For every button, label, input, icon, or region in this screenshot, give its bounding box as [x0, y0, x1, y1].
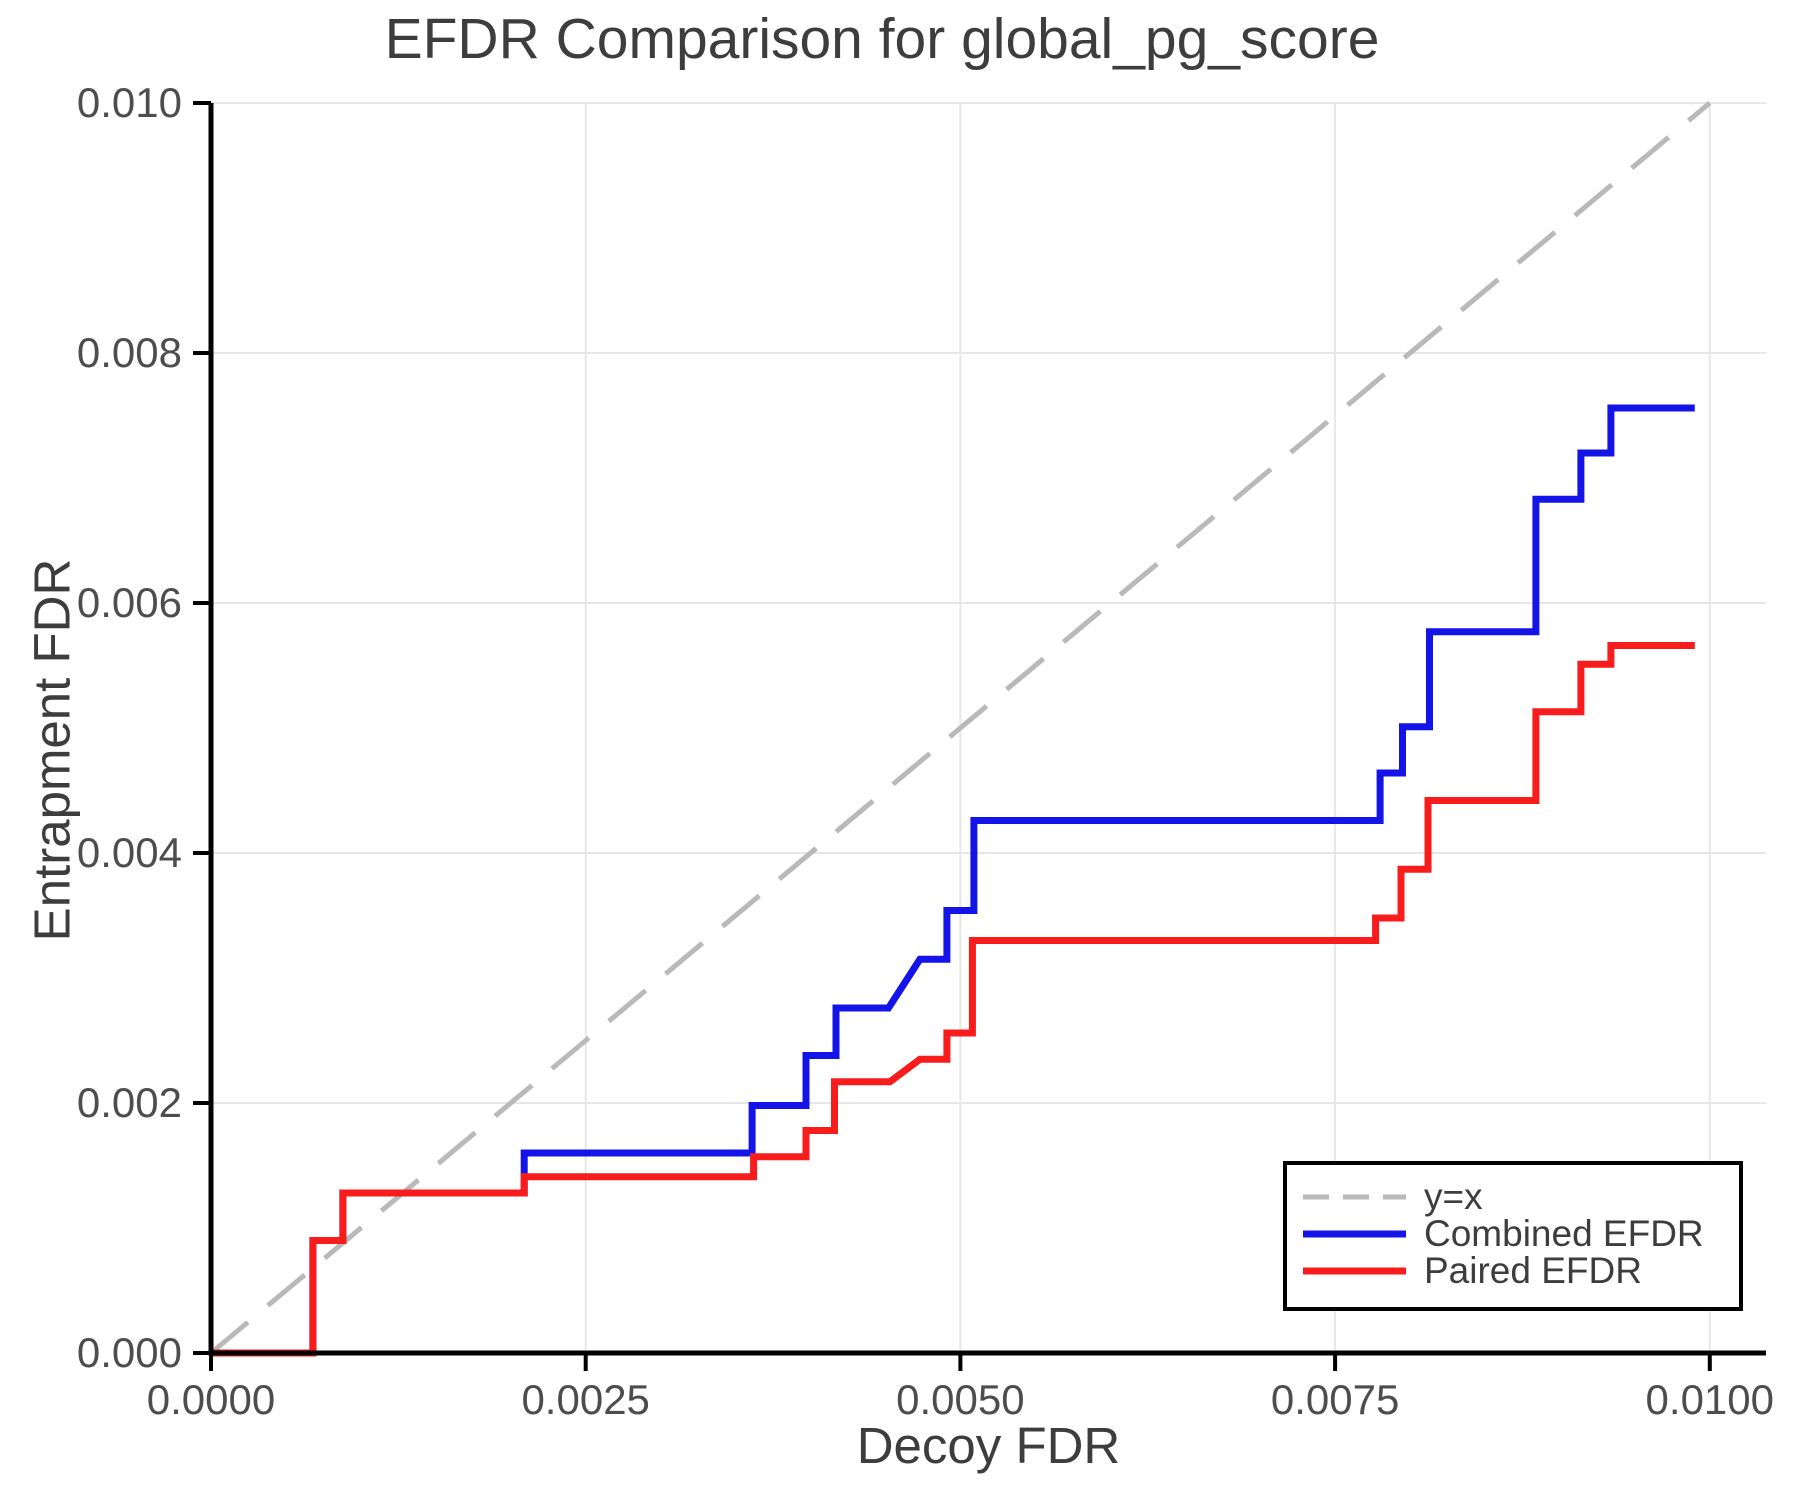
paired-efdr-line	[211, 642, 1695, 1357]
x-tick-label: 0.0075	[1270, 1376, 1400, 1423]
y-tick-label: 0.004	[76, 829, 182, 876]
gridlines	[211, 102, 1766, 1353]
legend-swatch-line	[1303, 1230, 1406, 1237]
x-tick-label: 0.0000	[146, 1376, 276, 1423]
legend-label: Paired EFDR	[1424, 1250, 1642, 1291]
y-tick-label: 0.010	[76, 79, 182, 126]
legend: y=x Combined EFDR Paired EFDR	[1283, 1161, 1743, 1311]
y-tick-label: 0.006	[76, 579, 182, 626]
x-axis-label: Decoy FDR	[856, 1417, 1121, 1474]
identity-line	[209, 101, 1712, 1355]
y-tick-label: 0.002	[76, 1079, 182, 1126]
x-tick-label: 0.0100	[1645, 1376, 1775, 1423]
axes-spines-ticks	[193, 101, 1766, 1371]
legend-label: y=x	[1424, 1176, 1483, 1217]
legend-label: Combined EFDR	[1424, 1213, 1704, 1254]
legend-item-paired-efdr: Paired EFDR	[1301, 1252, 1739, 1289]
y-tick-label: 0.000	[76, 1329, 182, 1376]
x-tick-label: 0.0050	[896, 1376, 1025, 1423]
legend-item-combined-efdr: Combined EFDR	[1301, 1215, 1739, 1252]
x-tick-label: 0.0025	[521, 1376, 650, 1423]
y-tick-label: 0.008	[76, 329, 182, 376]
legend-swatch-line	[1303, 1194, 1406, 1199]
legend-item-y-x: y=x	[1301, 1178, 1739, 1215]
legend-swatch-line	[1303, 1267, 1406, 1274]
series-lines	[211, 404, 1695, 1357]
reference-line-group	[209, 101, 1712, 1355]
chart-title: EFDR Comparison for global_pg_score	[384, 7, 1380, 71]
